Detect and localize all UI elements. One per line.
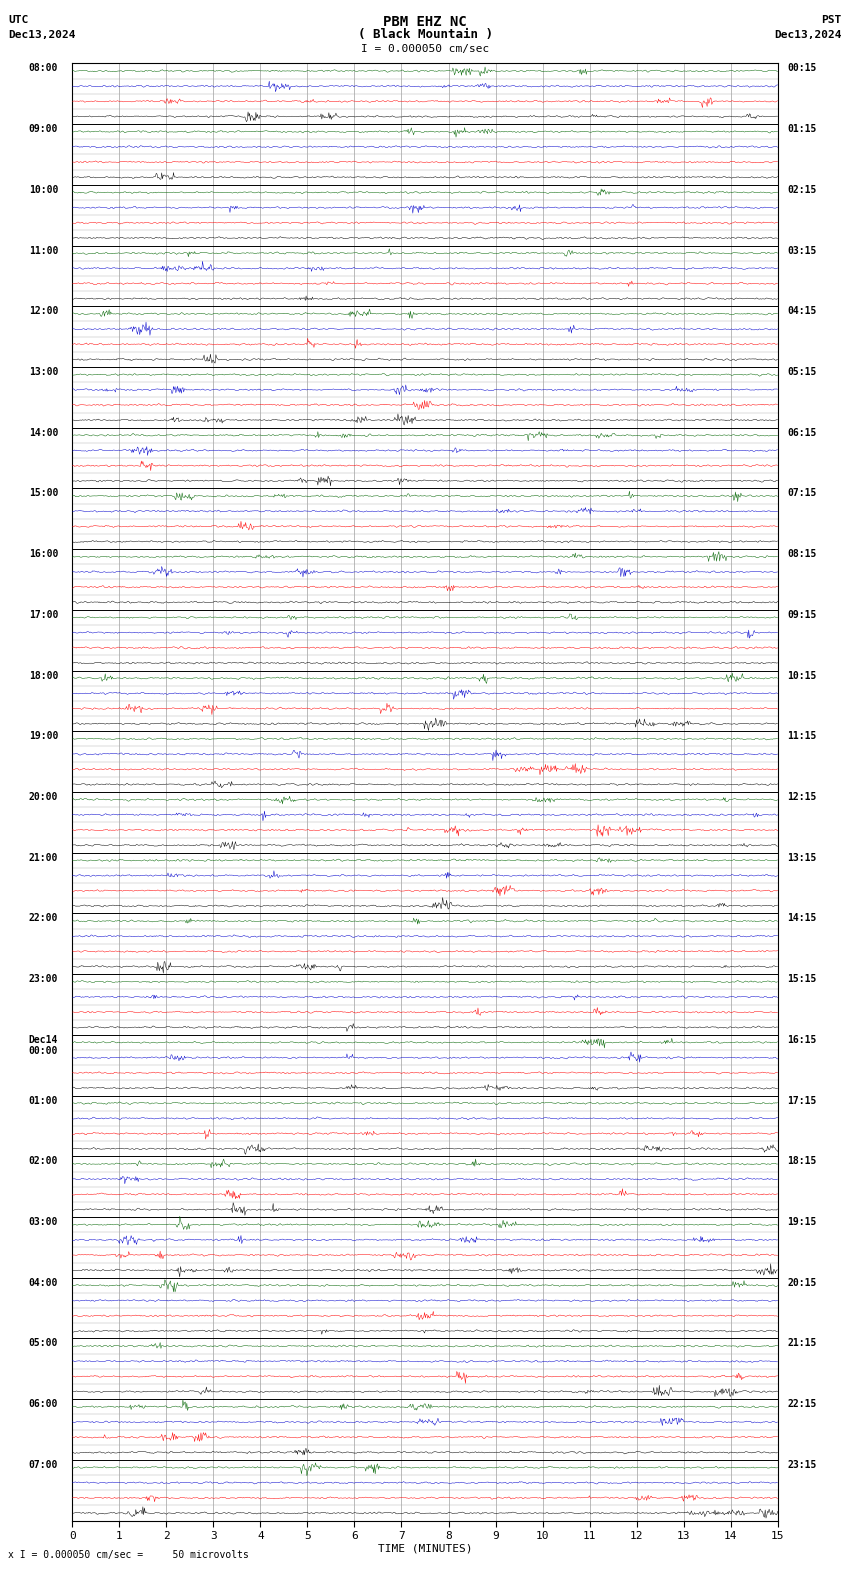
Text: ( Black Mountain ): ( Black Mountain ): [358, 29, 492, 41]
Text: 17:00: 17:00: [29, 610, 58, 619]
Text: 16:15: 16:15: [787, 1034, 817, 1045]
Text: 00:15: 00:15: [787, 63, 817, 73]
Text: 18:00: 18:00: [29, 670, 58, 681]
Text: 09:00: 09:00: [29, 124, 58, 135]
Text: x I = 0.000050 cm/sec =     50 microvolts: x I = 0.000050 cm/sec = 50 microvolts: [8, 1551, 249, 1560]
Text: 07:15: 07:15: [787, 488, 817, 499]
Text: PBM EHZ NC: PBM EHZ NC: [383, 14, 467, 29]
Text: 21:15: 21:15: [787, 1338, 817, 1348]
Text: 11:15: 11:15: [787, 732, 817, 741]
Text: 01:00: 01:00: [29, 1096, 58, 1106]
Text: 15:15: 15:15: [787, 974, 817, 984]
Text: 13:00: 13:00: [29, 367, 58, 377]
Text: 03:00: 03:00: [29, 1217, 58, 1228]
Text: 10:15: 10:15: [787, 670, 817, 681]
Text: 12:15: 12:15: [787, 792, 817, 802]
Text: 05:00: 05:00: [29, 1338, 58, 1348]
Text: PST: PST: [821, 16, 842, 25]
Text: 22:15: 22:15: [787, 1399, 817, 1410]
Text: Dec13,2024: Dec13,2024: [8, 30, 76, 40]
Text: UTC: UTC: [8, 16, 29, 25]
Text: 23:00: 23:00: [29, 974, 58, 984]
Text: 20:15: 20:15: [787, 1278, 817, 1288]
Text: I = 0.000050 cm/sec: I = 0.000050 cm/sec: [361, 44, 489, 54]
Text: 17:15: 17:15: [787, 1096, 817, 1106]
Text: 20:00: 20:00: [29, 792, 58, 802]
Text: 04:15: 04:15: [787, 306, 817, 317]
Text: 16:00: 16:00: [29, 550, 58, 559]
Text: 07:00: 07:00: [29, 1460, 58, 1470]
Text: 03:15: 03:15: [787, 246, 817, 255]
Text: 14:00: 14:00: [29, 428, 58, 437]
Text: 22:00: 22:00: [29, 914, 58, 923]
Text: 13:15: 13:15: [787, 852, 817, 863]
Text: 23:15: 23:15: [787, 1460, 817, 1470]
Text: 10:00: 10:00: [29, 185, 58, 195]
Text: Dec14
00:00: Dec14 00:00: [29, 1034, 58, 1057]
Text: 15:00: 15:00: [29, 488, 58, 499]
Text: 19:00: 19:00: [29, 732, 58, 741]
Text: 12:00: 12:00: [29, 306, 58, 317]
Text: 08:00: 08:00: [29, 63, 58, 73]
Text: 18:15: 18:15: [787, 1156, 817, 1166]
Text: 09:15: 09:15: [787, 610, 817, 619]
Text: 02:00: 02:00: [29, 1156, 58, 1166]
X-axis label: TIME (MINUTES): TIME (MINUTES): [377, 1544, 473, 1554]
Text: 11:00: 11:00: [29, 246, 58, 255]
Text: 04:00: 04:00: [29, 1278, 58, 1288]
Text: 06:00: 06:00: [29, 1399, 58, 1410]
Text: 02:15: 02:15: [787, 185, 817, 195]
Text: 21:00: 21:00: [29, 852, 58, 863]
Text: Dec13,2024: Dec13,2024: [774, 30, 842, 40]
Text: 19:15: 19:15: [787, 1217, 817, 1228]
Text: 01:15: 01:15: [787, 124, 817, 135]
Text: 06:15: 06:15: [787, 428, 817, 437]
Text: 14:15: 14:15: [787, 914, 817, 923]
Text: 05:15: 05:15: [787, 367, 817, 377]
Text: 08:15: 08:15: [787, 550, 817, 559]
